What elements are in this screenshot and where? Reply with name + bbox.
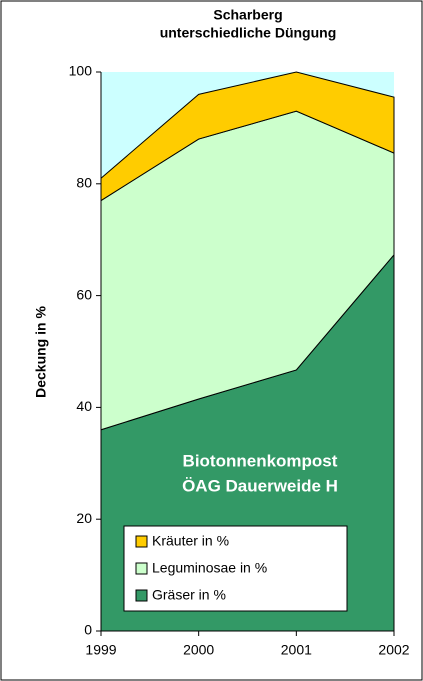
legend-label: Gräser in % bbox=[152, 587, 226, 603]
x-tick-label: 2001 bbox=[281, 642, 312, 658]
legend-box bbox=[123, 525, 348, 612]
y-tick-label: 20 bbox=[76, 510, 92, 526]
annotation: ÖAG Dauerweide H bbox=[182, 476, 338, 495]
y-tick-label: 100 bbox=[69, 63, 93, 79]
chart-title: Scharberg bbox=[213, 7, 282, 23]
legend-label: Kräuter in % bbox=[152, 533, 229, 549]
legend-swatch bbox=[135, 589, 148, 602]
y-tick-label: 60 bbox=[76, 286, 92, 302]
y-tick-label: 80 bbox=[76, 175, 92, 191]
x-tick-label: 1999 bbox=[85, 642, 116, 658]
legend-label: Leguminosae in % bbox=[152, 560, 267, 576]
annotation: Biotonnenkompost bbox=[183, 451, 338, 470]
area bbox=[100, 71, 395, 202]
y-tick-label: 0 bbox=[84, 622, 92, 638]
x-tick-label: 2002 bbox=[378, 642, 409, 658]
legend-swatch bbox=[135, 535, 148, 548]
legend-swatch bbox=[135, 562, 148, 575]
y-axis-label: Deckung in % bbox=[33, 306, 49, 398]
x-tick-label: 2000 bbox=[183, 642, 214, 658]
y-tick-label: 40 bbox=[76, 398, 92, 414]
chart-title: unterschiedliche Düngung bbox=[160, 25, 337, 41]
